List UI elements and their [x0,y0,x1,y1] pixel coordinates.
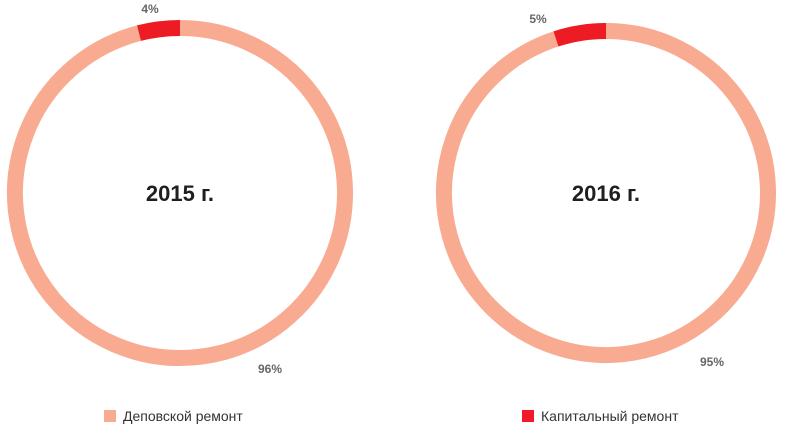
donut-1-slice-1-label: 96% [258,362,282,376]
donut-2-slice-1 [436,23,776,363]
legend-swatch-1 [104,410,116,422]
donut-2-slice-2-label: 5% [529,12,547,26]
donut-2-slice-2 [553,23,607,47]
legend-label-2: Капитальный ремонт [541,408,679,424]
legend-label-1: Деповской ремонт [123,408,243,424]
donut-2-center-label: 2016 г. [572,181,640,206]
donut-chart-2: 95% 5% 2016 г. [436,12,776,369]
donut-chart-1: 96% 4% 2015 г. [7,2,353,376]
donut-1-slice-2 [136,20,181,41]
donut-1-slice-2-label: 4% [141,2,159,16]
legend-item-2: Капитальный ремонт [522,408,679,424]
legend-item-1: Деповской ремонт [104,408,243,424]
donut-1-center-label: 2015 г. [146,181,214,206]
donut-2-slice-1-label: 95% [700,355,724,369]
legend-swatch-2 [522,410,534,422]
donut-1-slice-1 [7,20,353,366]
legend: Деповской ремонт Капитальный ремонт [104,408,679,424]
